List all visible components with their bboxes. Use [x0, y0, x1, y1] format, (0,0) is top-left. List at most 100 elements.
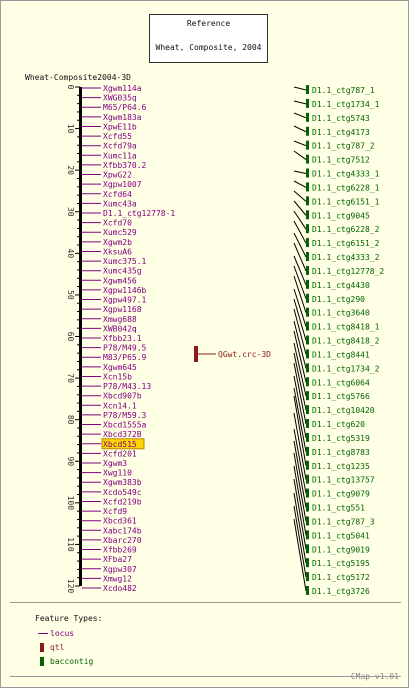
- contig-label[interactable]: D1.1_ctg5195: [312, 559, 370, 568]
- contig-bar[interactable]: [306, 293, 309, 303]
- contig-bar[interactable]: [306, 405, 309, 415]
- contig-bar[interactable]: [306, 154, 309, 164]
- contig-label[interactable]: D1.1_ctg9045: [312, 211, 370, 220]
- locus-label[interactable]: Xcfd9: [103, 507, 127, 516]
- locus-label[interactable]: Xgwm456: [103, 276, 137, 285]
- contig-bar[interactable]: [306, 502, 309, 512]
- locus-label[interactable]: Xumc529: [103, 228, 137, 237]
- contig-bar[interactable]: [306, 349, 309, 359]
- contig-label[interactable]: D1.1_ctg8418_1: [312, 323, 380, 332]
- contig-bar[interactable]: [306, 419, 309, 428]
- locus-label[interactable]: XpwG22: [103, 171, 132, 180]
- contig-label[interactable]: D1.1_ctg787_2: [312, 142, 375, 151]
- contig-bar[interactable]: [306, 572, 309, 582]
- contig-bar[interactable]: [306, 432, 309, 442]
- contig-label[interactable]: D1.1_ctg290: [312, 295, 365, 304]
- locus-label[interactable]: M65/P64.6: [103, 103, 147, 112]
- reference-box[interactable]: Reference Wheat, Composite, 2004: [149, 14, 268, 63]
- locus-label[interactable]: Xmwg688: [103, 315, 137, 324]
- locus-label[interactable]: XFba27: [103, 555, 132, 564]
- contig-label[interactable]: D1.1_ctg5319: [312, 434, 370, 443]
- contig-label[interactable]: D1.1_ctg10420: [312, 406, 375, 415]
- contig-bar[interactable]: [306, 363, 309, 373]
- contig-label[interactable]: D1.1_ctg5172: [312, 573, 370, 582]
- contig-bar[interactable]: [306, 98, 309, 108]
- contig-bar[interactable]: [306, 238, 309, 248]
- contig-label[interactable]: D1.1_ctg9079: [312, 490, 370, 499]
- contig-label[interactable]: D1.1_ctg8783: [312, 448, 370, 457]
- locus-label[interactable]: Xumc375.1: [103, 257, 147, 266]
- contig-bar[interactable]: [306, 224, 309, 234]
- locus-label[interactable]: Xgwm3: [103, 459, 127, 468]
- contig-label[interactable]: D1.1_ctg1734_1: [312, 100, 380, 109]
- contig-bar[interactable]: [306, 196, 309, 206]
- locus-label[interactable]: Xabc174b: [103, 526, 142, 535]
- locus-label[interactable]: D1.1_ctg12778-1: [103, 209, 175, 218]
- locus-label[interactable]: Xgpw307: [103, 565, 137, 574]
- contig-label[interactable]: D1.1_ctg551: [312, 504, 365, 513]
- contig-label[interactable]: D1.1_ctg13757: [312, 476, 375, 485]
- contig-label[interactable]: D1.1_ctg4173: [312, 128, 370, 137]
- locus-label[interactable]: XksuA6: [103, 247, 132, 256]
- contig-label[interactable]: D1.1_ctg5743: [312, 114, 370, 123]
- contig-bar[interactable]: [306, 112, 309, 122]
- contig-bar[interactable]: [306, 544, 309, 554]
- contig-bar[interactable]: [306, 558, 309, 568]
- contig-bar[interactable]: [306, 335, 309, 345]
- locus-label[interactable]: M83/P65.9: [103, 353, 147, 362]
- contig-label[interactable]: D1.1_ctg7512: [312, 156, 370, 165]
- contig-bar[interactable]: [306, 168, 309, 178]
- contig-bar[interactable]: [306, 460, 309, 470]
- locus-label[interactable]: Xwg110: [103, 469, 132, 478]
- locus-label[interactable]: Xcfd79a: [103, 142, 137, 151]
- contig-bar[interactable]: [306, 586, 309, 595]
- locus-label[interactable]: Xmwg12: [103, 574, 132, 583]
- contig-label[interactable]: D1.1_ctg6228_1: [312, 183, 380, 192]
- contig-bar[interactable]: [306, 488, 309, 498]
- contig-bar[interactable]: [306, 474, 309, 484]
- contig-bar[interactable]: [306, 210, 309, 220]
- locus-label[interactable]: Xfbb269: [103, 546, 137, 555]
- contig-label[interactable]: D1.1_ctg6151_2: [312, 239, 380, 248]
- locus-label[interactable]: P78/M49.5: [103, 344, 147, 353]
- contig-bar[interactable]: [306, 321, 309, 331]
- qtl-label[interactable]: QGwt.crc-3D: [218, 350, 271, 359]
- contig-label[interactable]: D1.1_ctg1235: [312, 462, 370, 471]
- locus-label[interactable]: Xcfd55: [103, 132, 132, 141]
- locus-label[interactable]: Xcn14.1: [103, 401, 137, 410]
- contig-bar[interactable]: [306, 265, 309, 275]
- contig-bar[interactable]: [306, 85, 309, 94]
- locus-label[interactable]: Xgpw1168: [103, 305, 142, 314]
- contig-label[interactable]: D1.1_ctg4430: [312, 281, 370, 290]
- locus-label[interactable]: Xbcd515: [103, 440, 137, 449]
- contig-label[interactable]: D1.1_ctg9019: [312, 545, 370, 554]
- locus-label[interactable]: Xcfd70: [103, 219, 132, 228]
- locus-label[interactable]: Xbcd372B: [103, 430, 142, 439]
- locus-label[interactable]: Xcfd219b: [103, 497, 142, 506]
- locus-label[interactable]: Xgpw1007: [103, 180, 142, 189]
- contig-label[interactable]: D1.1_ctg3726: [312, 587, 370, 596]
- locus-label[interactable]: Xumc435g: [103, 267, 142, 276]
- contig-label[interactable]: D1.1_ctg5041: [312, 531, 370, 540]
- locus-label[interactable]: Xcfd201: [103, 449, 137, 458]
- axis-bar[interactable]: [79, 87, 82, 586]
- contig-label[interactable]: D1.1_ctg6228_2: [312, 225, 380, 234]
- locus-label[interactable]: XWG035q: [103, 94, 137, 103]
- contig-bar[interactable]: [306, 391, 309, 401]
- locus-label[interactable]: Xfbb370.2: [103, 161, 147, 170]
- contig-label[interactable]: D1.1_ctg4333_1: [312, 170, 380, 179]
- locus-label[interactable]: Xgwm183a: [103, 113, 142, 122]
- locus-label[interactable]: Xcdo482: [103, 584, 137, 593]
- locus-label[interactable]: Xbcd1555a: [103, 421, 147, 430]
- contig-bar[interactable]: [306, 252, 309, 261]
- locus-label[interactable]: Xbcd361: [103, 517, 137, 526]
- contig-bar[interactable]: [306, 377, 309, 387]
- contig-bar[interactable]: [306, 182, 309, 192]
- contig-bar[interactable]: [306, 307, 309, 317]
- locus-label[interactable]: Xgpw1146b: [103, 286, 147, 295]
- contig-bar[interactable]: [306, 140, 309, 150]
- contig-bar[interactable]: [306, 446, 309, 456]
- contig-label[interactable]: D1.1_ctg8418_2: [312, 337, 380, 346]
- locus-label[interactable]: Xgwm645: [103, 363, 137, 372]
- contig-bar[interactable]: [306, 530, 309, 540]
